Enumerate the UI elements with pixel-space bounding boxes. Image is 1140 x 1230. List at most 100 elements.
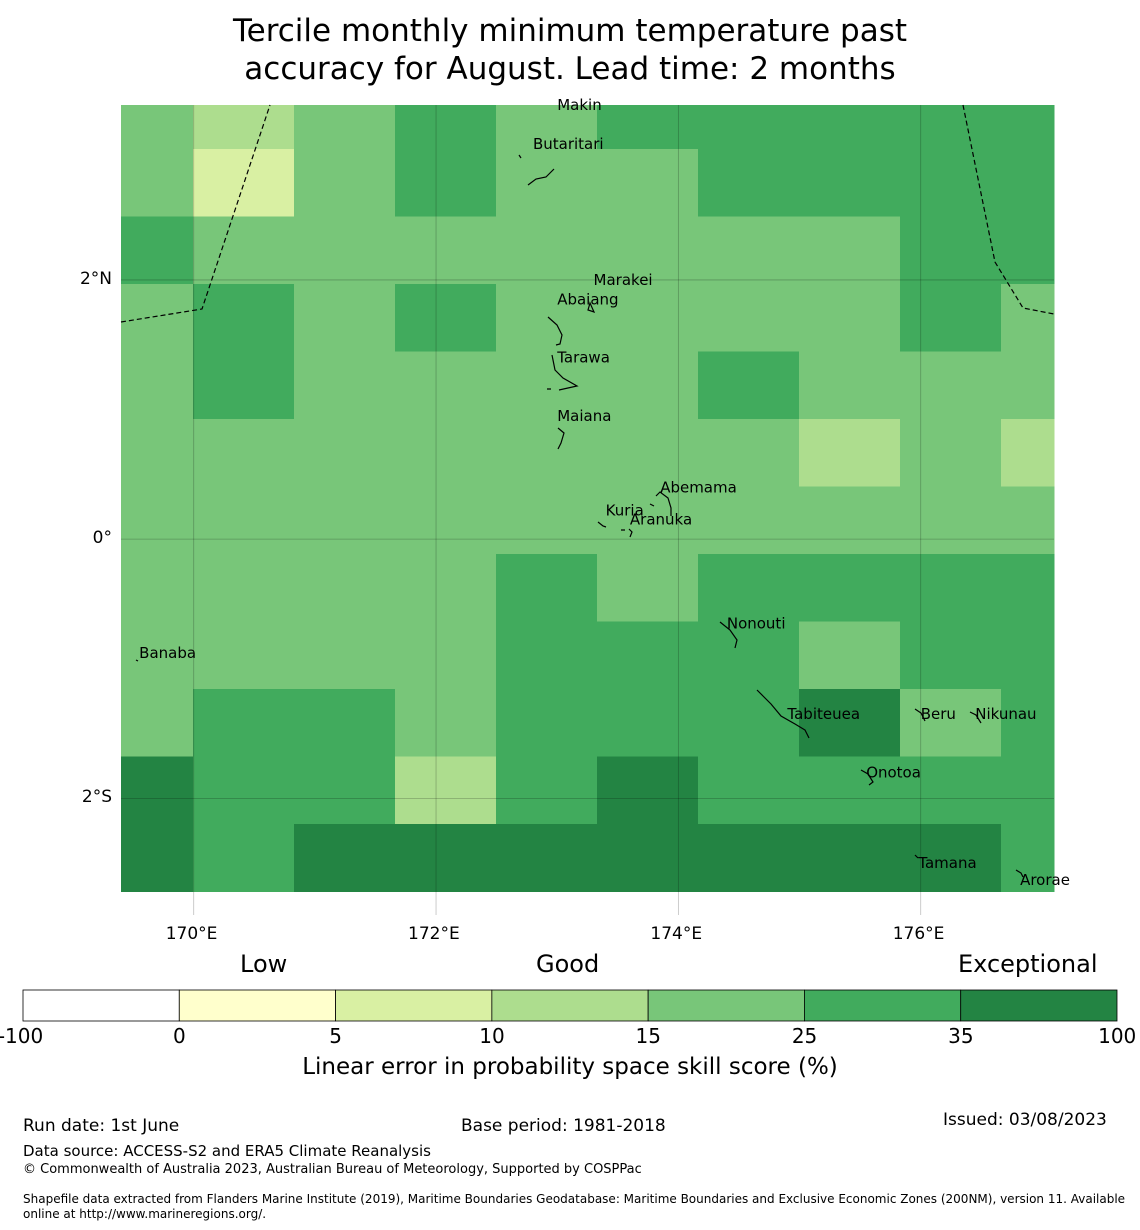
skill-cell (597, 756, 699, 825)
arorae-outline (1015, 869, 1024, 878)
island-label-maiana: Maiana (557, 407, 611, 425)
skill-cell (193, 756, 295, 825)
lon-tick-label: 174°E (650, 924, 703, 944)
skill-cell (294, 149, 396, 217)
skill-cell (900, 105, 1002, 150)
skill-cell (395, 824, 497, 892)
colorbar-tick-label: 15 (635, 1024, 661, 1048)
skill-cell (900, 284, 1002, 352)
title-line-1: Tercile monthly minimum temperature past (232, 13, 908, 49)
skill-cell (799, 419, 901, 487)
island-label-beru: Beru (921, 705, 956, 723)
skill-cell (900, 756, 1002, 825)
lon-tick-label: 176°E (892, 924, 945, 944)
skill-cell (294, 824, 396, 892)
lat-tick-label: 2°S (81, 787, 112, 808)
skill-cell (193, 149, 295, 217)
colorbar-segment (491, 989, 649, 1022)
map-title: Tercile monthly minimum temperature past… (0, 12, 1140, 88)
skill-cell (698, 216, 800, 285)
skill-grid (121, 105, 1055, 892)
legend-category-exceptional: Exceptional (958, 950, 1098, 978)
skill-cell (193, 216, 295, 285)
island-label-tarawa: Tarawa (556, 349, 610, 367)
island-label-arorae: Arorae (1020, 871, 1070, 889)
skill-cell (121, 284, 194, 352)
marakei-outline (587, 301, 596, 313)
skill-cell (294, 621, 396, 690)
colorbar-tick-label: 100 (1098, 1024, 1137, 1048)
colorbar-tick-label: -100 (0, 1024, 44, 1048)
skill-cell (900, 621, 1002, 690)
colorbar-segment (178, 989, 336, 1022)
skill-cell (597, 216, 699, 285)
skill-cell (799, 216, 901, 285)
onotoa-outline (860, 769, 874, 786)
colorbar-segment (804, 989, 962, 1022)
skill-cell (1001, 756, 1055, 825)
skill-cell (799, 105, 901, 150)
colorbar-segment (335, 989, 493, 1022)
skill-cell (193, 486, 295, 555)
skill-cell (597, 419, 699, 487)
nikunau-outline (969, 711, 982, 724)
skill-cell (496, 149, 598, 217)
colorbar-segment (22, 989, 180, 1022)
skill-cell (294, 689, 396, 757)
skill-cell (597, 149, 699, 217)
island-outlines (135, 154, 1024, 878)
island-label-tabiteuea: Tabiteuea (786, 705, 860, 723)
abaiang-outline (547, 316, 563, 346)
graticule (121, 105, 1054, 915)
skill-cell (1001, 554, 1055, 622)
skill-cell (395, 621, 497, 690)
skill-cell (395, 216, 497, 285)
skill-cell (1001, 105, 1055, 150)
skill-cell (1001, 149, 1055, 217)
skill-cell (193, 554, 295, 622)
skill-cell (294, 216, 396, 285)
skill-cell (900, 689, 1002, 757)
skill-cell (900, 824, 1002, 892)
colorbar-segment (647, 989, 805, 1022)
skill-cell (1001, 351, 1055, 420)
lon-tick-label: 170°E (165, 924, 218, 944)
skill-cell (900, 486, 1002, 555)
island-label-butaritari: Butaritari (533, 135, 604, 153)
skill-cell (799, 284, 901, 352)
colorbar-segment (960, 989, 1118, 1022)
island-label-abaiang: Abaiang (557, 290, 618, 308)
skill-cell (395, 419, 497, 487)
skill-cell (121, 216, 194, 285)
colorbar-label: Linear error in probability space skill … (302, 1054, 838, 1080)
skill-cell (193, 621, 295, 690)
issued-date: Issued: 03/08/2023 (943, 1110, 1107, 1130)
skill-cell (496, 284, 598, 352)
skill-cell (597, 554, 699, 622)
skill-cell (698, 149, 800, 217)
skill-cell (121, 824, 194, 892)
skill-cell (496, 756, 598, 825)
colorbar-tick-label: 5 (329, 1024, 342, 1048)
skill-cell (698, 689, 800, 757)
legend-category-low: Low (240, 950, 288, 978)
legend-category-good: Good (536, 950, 600, 978)
skill-cell (597, 621, 699, 690)
skill-cell (193, 105, 295, 150)
skill-cell (799, 689, 901, 757)
skill-cell (496, 689, 598, 757)
skill-cell (1001, 284, 1055, 352)
island-label-kuria: Kuria (606, 502, 644, 520)
skill-cell (121, 756, 194, 825)
skill-cell (698, 419, 800, 487)
skill-cell (799, 149, 901, 217)
skill-cell (1001, 621, 1055, 690)
colorbar-tick-label: 0 (172, 1024, 186, 1048)
skill-cell (900, 419, 1002, 487)
island-label-aranuka: Aranuka (630, 511, 692, 529)
abemama-outline (649, 491, 672, 516)
skill-cell (395, 486, 497, 555)
skill-cell (193, 419, 295, 487)
skill-cell (121, 621, 194, 690)
skill-cell (294, 284, 396, 352)
